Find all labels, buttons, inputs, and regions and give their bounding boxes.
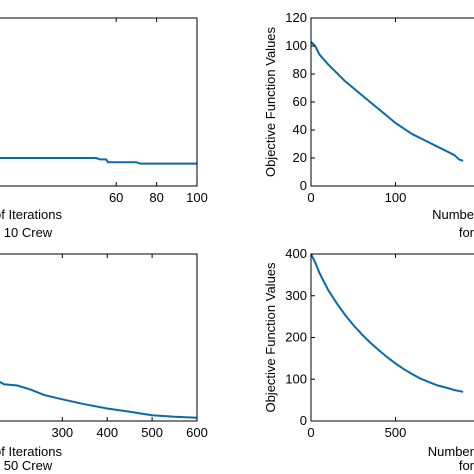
x-tick-label: 80 [149, 190, 163, 205]
y-tick-label: 300 [285, 288, 307, 303]
y-tick-label: 0 [300, 413, 307, 428]
series-line [0, 157, 197, 165]
series-line [310, 253, 464, 393]
series-line [310, 41, 464, 162]
x-tick-label: 600 [186, 425, 208, 440]
axes-frame [310, 253, 474, 422]
x-axis-label: of Iterations [0, 444, 62, 459]
y-tick-label: 100 [285, 38, 307, 53]
x-axis-label: 50 Crew [4, 458, 53, 473]
x-tick-label: 100 [186, 190, 208, 205]
y-axis-label: Objective Function Values [263, 26, 278, 177]
x-tick-label: 400 [96, 425, 118, 440]
y-tick-label: 100 [285, 371, 307, 386]
axes-frame [310, 17, 474, 187]
y-tick-label: 40 [293, 122, 307, 137]
y-tick-label: 20 [293, 150, 307, 165]
x-tick-label: 0 [307, 425, 314, 440]
x-axis-label: 10 Crew [4, 225, 53, 240]
y-axis-label: Objective Function Values [263, 262, 278, 413]
x-axis-label: for [459, 458, 474, 473]
x-tick-label: 100 [385, 190, 407, 205]
x-tick-label: 60 [109, 190, 123, 205]
y-tick-label: 0 [300, 178, 307, 193]
y-tick-label: 80 [293, 66, 307, 81]
y-tick-label: 200 [285, 330, 307, 345]
x-tick-label: 500 [141, 425, 163, 440]
x-axis-label: Number [428, 444, 474, 459]
x-tick-label: 500 [385, 425, 407, 440]
x-axis-label: for [459, 225, 474, 240]
axes-frame [0, 17, 198, 187]
x-axis-label: Numbe [432, 207, 474, 222]
y-tick-label: 120 [285, 10, 307, 25]
y-tick-label: 60 [293, 94, 307, 109]
axes-frame [0, 253, 198, 422]
series-line [0, 380, 198, 419]
x-axis-label: of Iterations [0, 207, 62, 222]
panel-top-right: 0 100 0 20 40 60 80 100 120 Numbe for Objective Fun… [263, 10, 474, 240]
x-tick-label: 300 [51, 425, 73, 440]
y-tick-label: 400 [285, 246, 307, 261]
x-tick-label: 0 [307, 190, 314, 205]
panel-top-left: 60 80 100 of Iterations 10 Crew [0, 17, 208, 240]
